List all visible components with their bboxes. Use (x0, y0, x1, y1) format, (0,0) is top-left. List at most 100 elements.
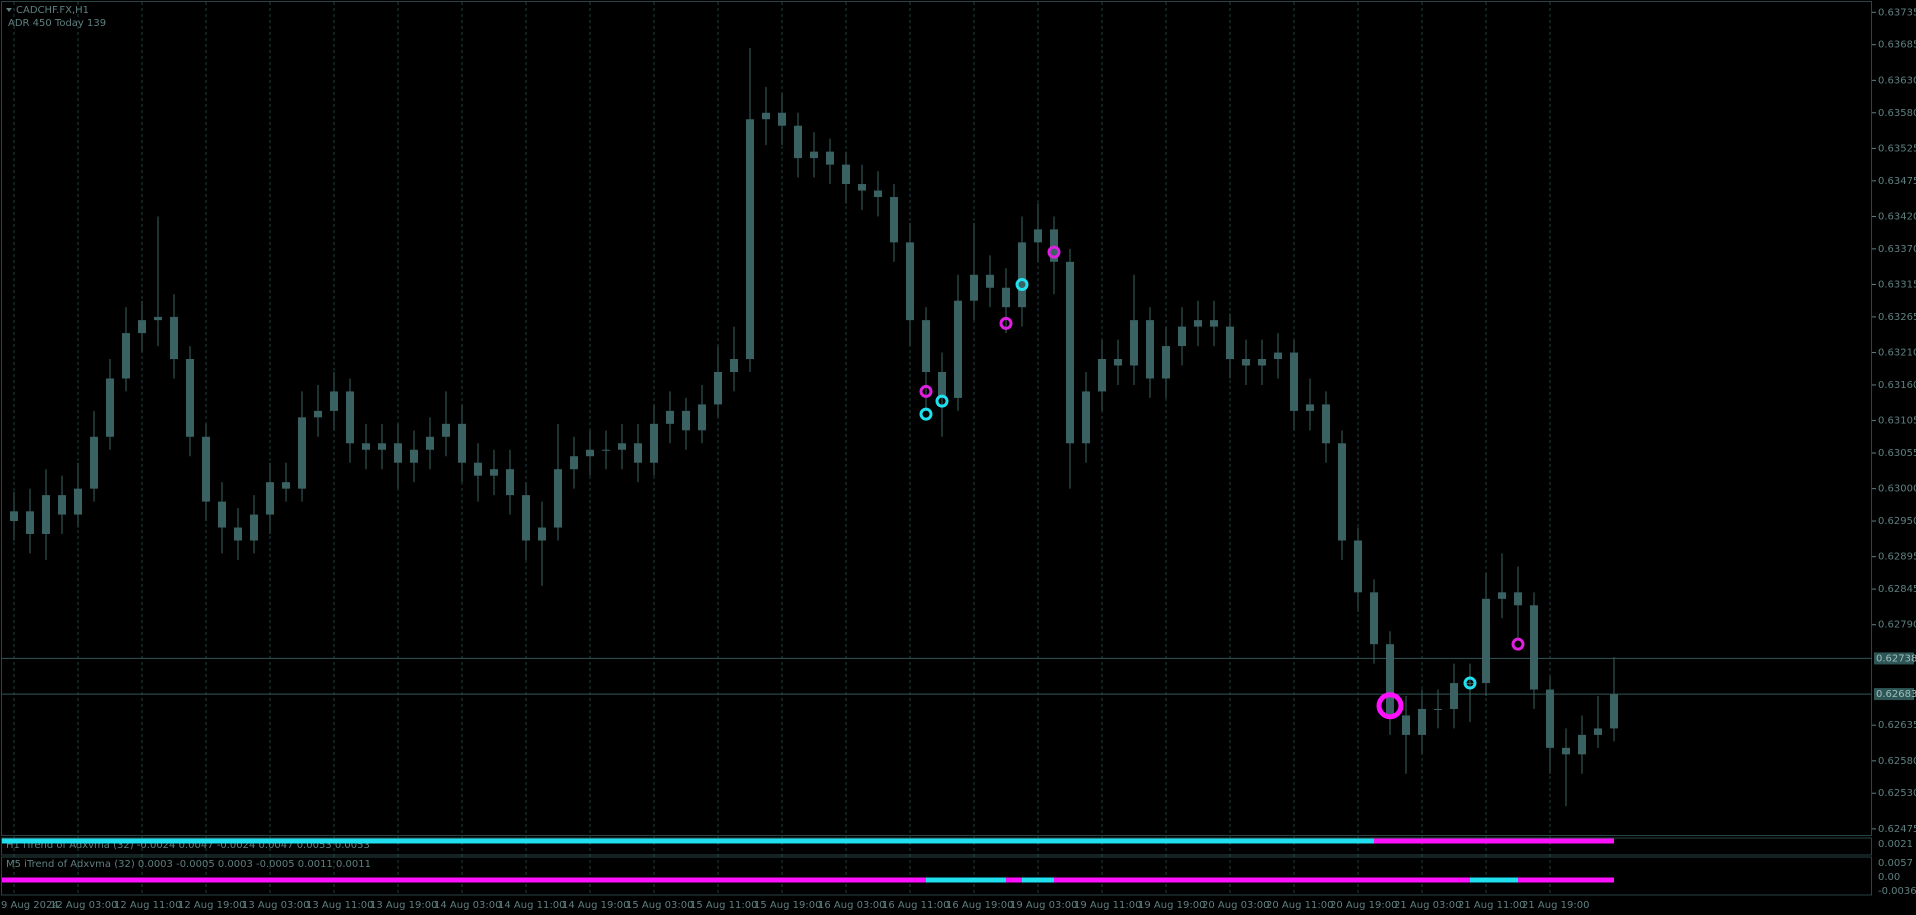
candle-body (890, 197, 898, 243)
x-tick-label: 16 Aug 19:00 (946, 900, 1013, 911)
candle-body (362, 443, 370, 450)
candle-body (474, 462, 482, 476)
candle-body (42, 495, 50, 535)
candle-body (266, 482, 274, 515)
main-panel-frame (1, 1, 1872, 836)
candle-body (26, 511, 34, 535)
candle-body (1146, 320, 1154, 379)
candle-body (618, 443, 626, 450)
candle-body (970, 274, 978, 301)
x-tick-label: 15 Aug 19:00 (754, 900, 821, 911)
x-tick-label: 12 Aug 19:00 (178, 900, 245, 911)
candle-body (154, 316, 162, 321)
x-tick-label: 19 Aug 03:00 (1010, 900, 1077, 911)
x-tick-label: 21 Aug 19:00 (1522, 900, 1589, 911)
x-tick-label: 9 Aug 2024 (1, 900, 59, 911)
x-tick-label: 14 Aug 03:00 (434, 900, 501, 911)
candle-body (1130, 320, 1138, 366)
candle-body (490, 469, 498, 476)
candle-body (1258, 359, 1266, 366)
y-tick-label: 0.62845 (1878, 584, 1916, 595)
candle-body (1098, 359, 1106, 392)
candle-body (1306, 404, 1314, 411)
y-tick-label: 0.63685 (1878, 40, 1916, 51)
candle-body (1418, 708, 1426, 735)
price-label-box (1874, 652, 1914, 665)
y-tick-label: 0.62580 (1878, 756, 1916, 767)
x-tick-label: 12 Aug 11:00 (114, 900, 181, 911)
signal-marker (1015, 277, 1029, 291)
candle-body (1530, 605, 1538, 690)
candle-body (762, 112, 770, 120)
candle-body (1002, 287, 1010, 308)
candle-body (1178, 326, 1186, 347)
candle-body (1194, 320, 1202, 327)
y-tick-label: 0.63735 (1878, 7, 1916, 18)
candle-body (1450, 683, 1458, 709)
collapse-icon[interactable] (6, 8, 12, 12)
candle-body (1242, 359, 1250, 366)
y-tick-label: 0.62950 (1878, 516, 1916, 527)
candle-body (1514, 592, 1522, 606)
indicator-axis-label: 0.0021 (1878, 839, 1913, 850)
y-tick-label: 0.62790 (1878, 620, 1916, 631)
candle-body (922, 320, 930, 372)
candle-body (810, 151, 818, 159)
candle-body (1578, 734, 1586, 755)
candle-body (522, 495, 530, 541)
candle-body (858, 184, 866, 191)
candle-body (1402, 715, 1410, 735)
indicator-label: M5 iTrend of Adxvma (32) 0.0003 -0.0005 … (6, 859, 371, 870)
x-tick-label: 21 Aug 03:00 (1394, 900, 1461, 911)
x-tick-label: 16 Aug 03:00 (818, 900, 885, 911)
candle-body (586, 449, 594, 457)
x-tick-label: 20 Aug 11:00 (1266, 900, 1333, 911)
candle-body (1498, 592, 1506, 599)
candle-body (170, 316, 178, 360)
y-tick-label: 0.63055 (1878, 448, 1916, 459)
signal-marker (919, 384, 933, 398)
candle-body (1386, 644, 1394, 716)
x-tick-label: 20 Aug 03:00 (1202, 900, 1269, 911)
candle-body (1562, 747, 1570, 755)
candle-body (730, 359, 738, 372)
indicator-panel-frame (1, 837, 1872, 856)
y-tick-label: 0.62895 (1878, 552, 1916, 563)
candle-body (218, 501, 226, 528)
candle-body (410, 449, 418, 463)
candle-body (10, 511, 18, 522)
indicator-axis-label: 0.00 (1878, 872, 1900, 883)
candle-body (1162, 346, 1170, 379)
candle-body (666, 410, 674, 424)
candle-body (794, 125, 802, 159)
candle-body (650, 423, 658, 463)
candle-body (458, 423, 466, 463)
y-tick-label: 0.63000 (1878, 484, 1916, 495)
candle-body (202, 436, 210, 502)
x-tick-label: 21 Aug 11:00 (1458, 900, 1525, 911)
candle-body (1370, 592, 1378, 645)
price-label-box (1874, 688, 1914, 701)
price-label: 0.62738 (1876, 653, 1916, 664)
x-tick-label: 15 Aug 03:00 (626, 900, 693, 911)
candle-body (602, 449, 610, 451)
y-tick-label: 0.63525 (1878, 143, 1916, 154)
candle-body (714, 371, 722, 405)
candle-body (1546, 689, 1554, 748)
indicator-label: H1 iTrend of Adxvma (32) -0.0024 0.0047 … (6, 840, 370, 851)
candle-body (314, 410, 322, 418)
candle-body (106, 378, 114, 437)
candle-body (986, 274, 994, 288)
candle-body (186, 359, 194, 437)
y-tick-label: 0.63475 (1878, 176, 1916, 187)
signal-marker (919, 407, 933, 421)
candle-body (938, 371, 946, 398)
candle-body (1290, 352, 1298, 411)
candle-body (1338, 443, 1346, 541)
candle-body (426, 436, 434, 450)
candle-body (122, 333, 130, 379)
y-tick-label: 0.62530 (1878, 788, 1916, 799)
x-tick-label: 12 Aug 03:00 (50, 900, 117, 911)
candle-body (378, 443, 386, 450)
candle-body (282, 482, 290, 489)
